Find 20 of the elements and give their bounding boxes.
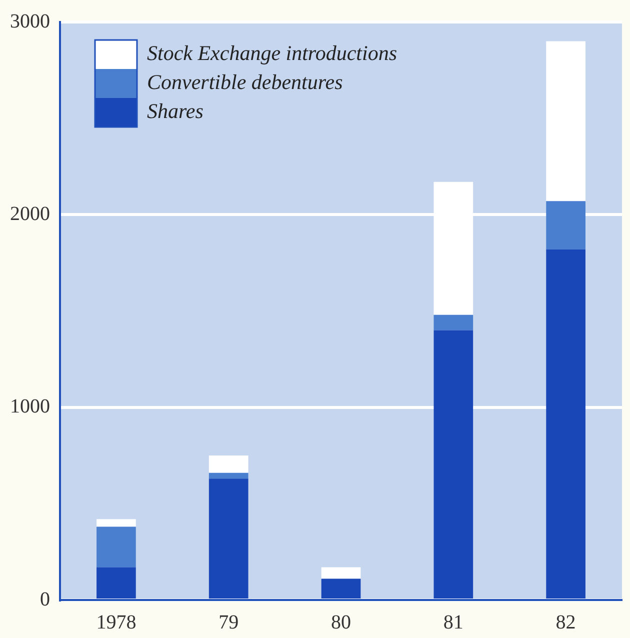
legend-label: Stock Exchange introductions (147, 41, 397, 66)
bar (208, 472, 248, 479)
bar (208, 456, 248, 473)
bar (546, 41, 586, 202)
y-tick-label: 2000 (10, 202, 50, 225)
y-tick-label: 3000 (10, 10, 50, 32)
bar (321, 567, 361, 579)
bar (546, 201, 586, 250)
bar (434, 314, 474, 330)
x-tick-label: 81 (443, 611, 464, 634)
x-tick-label: 82 (556, 611, 576, 634)
x-tick-label: 79 (218, 611, 239, 634)
x-tick-label: 80 (331, 611, 351, 634)
y-tick-label: 1000 (10, 396, 50, 418)
legend-label: Convertible debentures (147, 70, 343, 94)
y-tick-label: 0 (40, 588, 50, 610)
legend-label: Shares (147, 99, 204, 124)
x-tick-label: 1978 (96, 611, 136, 634)
bar (96, 526, 136, 568)
bar (96, 519, 136, 527)
